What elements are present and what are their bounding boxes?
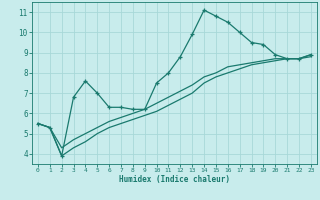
X-axis label: Humidex (Indice chaleur): Humidex (Indice chaleur) bbox=[119, 175, 230, 184]
